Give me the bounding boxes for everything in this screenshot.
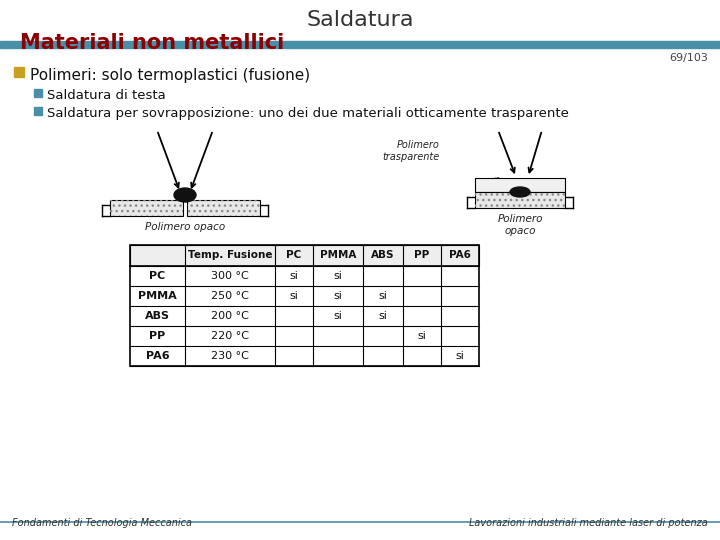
Text: PP: PP bbox=[415, 251, 430, 260]
Text: PC: PC bbox=[149, 271, 166, 281]
Text: Temp. Fusione: Temp. Fusione bbox=[188, 251, 272, 260]
Text: si: si bbox=[289, 271, 298, 281]
Text: Saldatura di testa: Saldatura di testa bbox=[47, 89, 166, 102]
Bar bbox=[0, 41, 720, 48]
Text: Polimero
trasparente: Polimero trasparente bbox=[383, 140, 440, 163]
Text: si: si bbox=[379, 311, 387, 321]
Text: si: si bbox=[289, 291, 298, 301]
Text: 220 °C: 220 °C bbox=[211, 331, 249, 341]
Text: PMMA: PMMA bbox=[138, 291, 177, 301]
Text: Polimeri: solo termoplastici (fusione): Polimeri: solo termoplastici (fusione) bbox=[30, 68, 310, 83]
Text: 69/103: 69/103 bbox=[669, 53, 708, 63]
Text: ABS: ABS bbox=[372, 251, 395, 260]
Text: PA6: PA6 bbox=[145, 351, 169, 361]
Ellipse shape bbox=[174, 188, 196, 202]
Bar bbox=[187, 200, 260, 216]
Text: Fondamenti di Tecnologia Meccanica: Fondamenti di Tecnologia Meccanica bbox=[12, 518, 192, 528]
Text: ABS: ABS bbox=[145, 311, 170, 321]
Text: 250 °C: 250 °C bbox=[211, 291, 249, 301]
Ellipse shape bbox=[510, 187, 530, 197]
Text: 300 °C: 300 °C bbox=[211, 271, 249, 281]
Text: PC: PC bbox=[287, 251, 302, 260]
Text: si: si bbox=[456, 351, 464, 361]
Text: si: si bbox=[333, 291, 343, 301]
Text: si: si bbox=[418, 331, 426, 341]
Bar bbox=[475, 192, 565, 208]
Text: 200 °C: 200 °C bbox=[211, 311, 249, 321]
Bar bbox=[110, 200, 183, 216]
Text: PP: PP bbox=[149, 331, 166, 341]
Bar bbox=[110, 200, 183, 216]
Text: Saldatura: Saldatura bbox=[306, 10, 414, 30]
Text: Saldatura per sovrapposizione: uno dei due materiali otticamente trasparente: Saldatura per sovrapposizione: uno dei d… bbox=[47, 107, 569, 120]
Bar bbox=[14, 67, 24, 77]
Text: si: si bbox=[333, 271, 343, 281]
Bar bbox=[34, 89, 42, 97]
Text: Polimero opaco: Polimero opaco bbox=[145, 222, 225, 232]
Bar bbox=[187, 200, 260, 216]
Bar bbox=[475, 178, 565, 192]
Bar bbox=[34, 107, 42, 115]
Text: Lavorazioni industriali mediante laser di potenza: Lavorazioni industriali mediante laser d… bbox=[469, 518, 708, 528]
Bar bbox=[130, 245, 479, 266]
Bar bbox=[475, 192, 565, 208]
Text: si: si bbox=[379, 291, 387, 301]
Text: Materiali non metallici: Materiali non metallici bbox=[20, 33, 284, 53]
Text: PA6: PA6 bbox=[449, 251, 471, 260]
Text: PMMA: PMMA bbox=[320, 251, 356, 260]
Text: 230 °C: 230 °C bbox=[211, 351, 249, 361]
Text: si: si bbox=[333, 311, 343, 321]
Bar bbox=[130, 245, 479, 366]
Text: Polimero
opaco: Polimero opaco bbox=[498, 214, 543, 237]
